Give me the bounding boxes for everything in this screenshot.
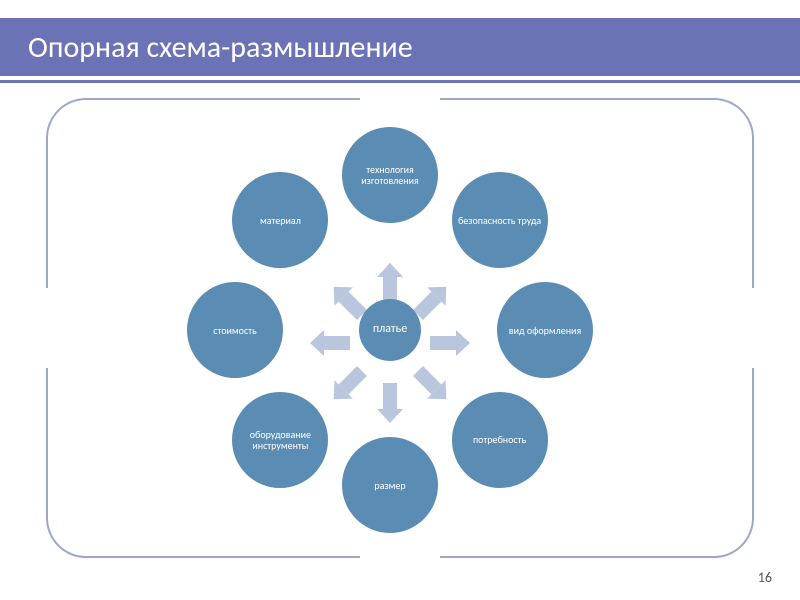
outer-node: технология изготовления xyxy=(342,127,438,223)
outer-node: потребность xyxy=(452,392,548,488)
page-number: 16 xyxy=(758,569,772,586)
arrow xyxy=(310,330,350,356)
arrow xyxy=(409,362,456,409)
arrow xyxy=(377,383,403,423)
outer-node: материал xyxy=(232,172,328,268)
arrow xyxy=(324,362,371,409)
center-node: платье xyxy=(359,299,421,361)
outer-node: стоимость xyxy=(187,282,283,378)
slide: Опорная схема-размышление платьетехнолог… xyxy=(0,0,800,600)
outer-node: безопасность труда xyxy=(452,172,548,268)
arrow xyxy=(430,330,470,356)
outer-node: оборудование инструменты xyxy=(232,392,328,488)
radial-diagram: платье технология изготовлениябезопасност… xyxy=(0,0,800,600)
arrow xyxy=(377,263,403,303)
outer-node: размер xyxy=(342,437,438,533)
outer-node: вид оформления xyxy=(497,282,593,378)
